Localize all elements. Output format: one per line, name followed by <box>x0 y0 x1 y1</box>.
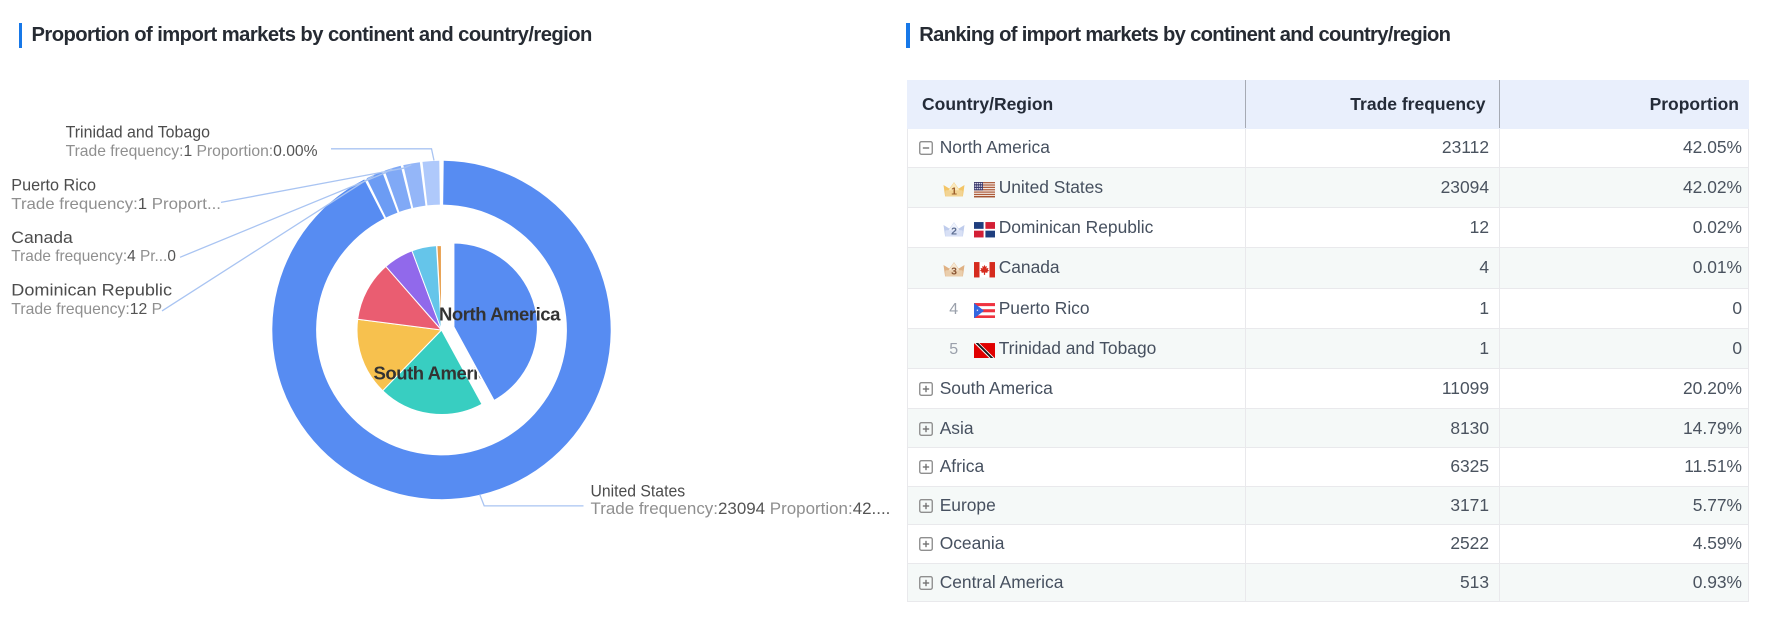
svg-text:Trade frequency:12 P: Trade frequency:12 P <box>11 301 162 318</box>
svg-text:Trade frequency:23094 Proporti: Trade frequency:23094 Proportion:42.... <box>591 499 891 518</box>
svg-text:Trinidad and Tobago: Trinidad and Tobago <box>66 124 210 142</box>
svg-text:Trade frequency:1 Proport...: Trade frequency: 1 Proport... <box>11 196 221 213</box>
svg-text:South America: South America <box>373 363 498 384</box>
svg-text:North America: North America <box>439 303 561 324</box>
svg-text:Dominican Republic: Dominican Republic <box>11 282 172 300</box>
svg-text:3: 3 <box>951 266 957 277</box>
svg-text:United States: United States <box>591 482 686 500</box>
svg-text:Trade frequency:1 Proportion:0: Trade frequency:1 Proportion:0.00% <box>66 143 318 160</box>
svg-text:2: 2 <box>951 226 957 237</box>
svg-text:Puerto Rico: Puerto Rico <box>11 177 96 195</box>
svg-text:1: 1 <box>951 186 957 197</box>
svg-text:Canada: Canada <box>11 229 73 247</box>
svg-text:Trade frequency:4 Pr...0: Trade frequency:4 Pr...0 <box>11 248 176 265</box>
